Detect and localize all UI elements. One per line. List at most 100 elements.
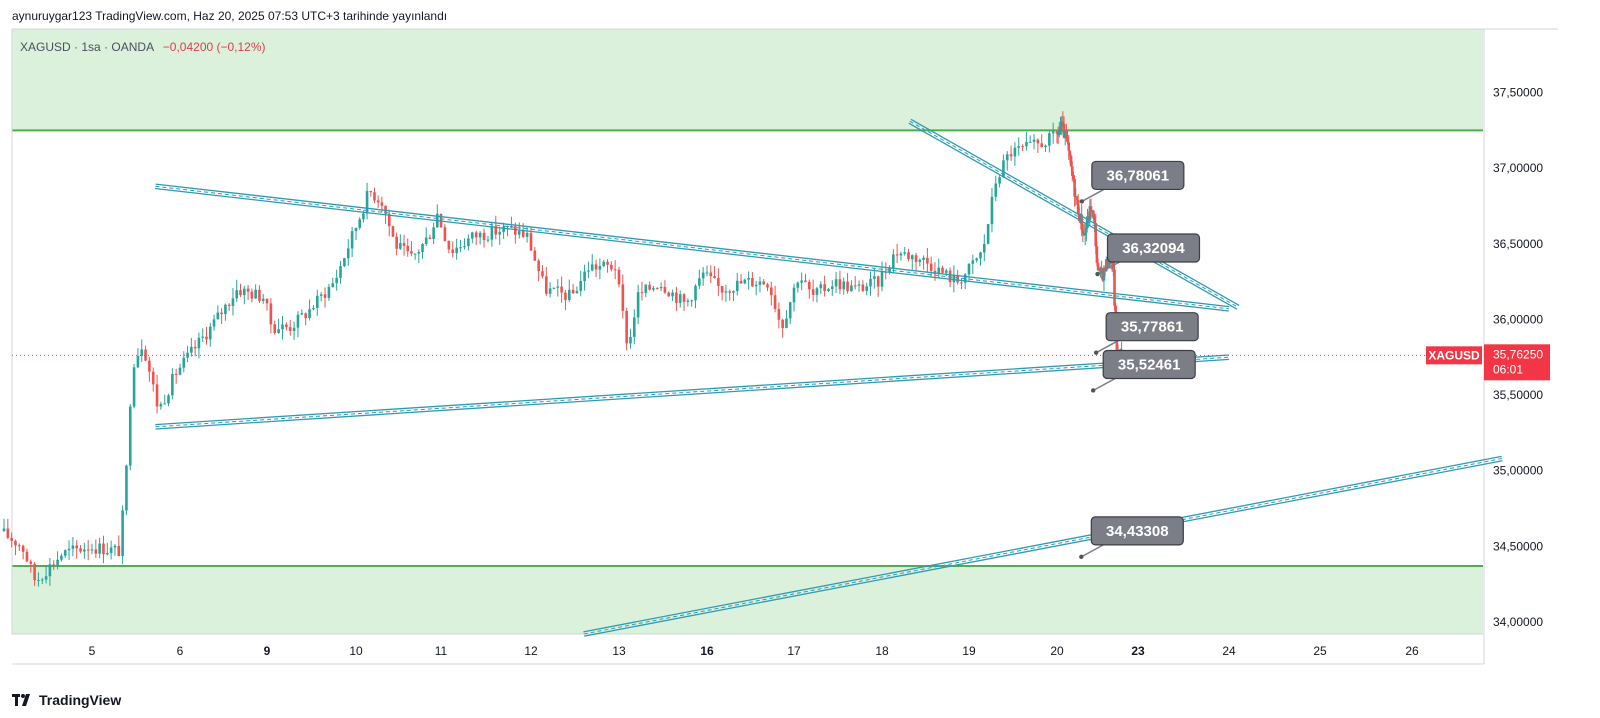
candle-body	[967, 263, 971, 275]
candle-body	[216, 312, 220, 320]
candle-body	[1107, 262, 1110, 268]
candle-body	[1068, 150, 1072, 156]
candle-body	[402, 243, 406, 246]
callout-pointer	[1081, 188, 1105, 203]
trendline-edge	[155, 358, 1230, 430]
candle-body	[300, 313, 304, 315]
trendline-edge	[155, 183, 1230, 308]
y-tick-label: 36,00000	[1493, 312, 1543, 326]
candle-body	[79, 548, 82, 552]
y-tick-label: 37,50000	[1493, 86, 1543, 100]
candle-body	[37, 579, 40, 581]
trendline-upper-channel[interactable]	[155, 183, 1230, 312]
candle-body	[1096, 263, 1100, 271]
resistance-zone[interactable]	[12, 29, 1483, 131]
candle-body	[640, 292, 644, 294]
candle-body	[451, 249, 455, 254]
x-tick-label: 5	[89, 644, 96, 658]
trendline-center	[155, 185, 1230, 310]
candle-body	[98, 543, 101, 554]
candle-body	[525, 232, 529, 237]
candle-body	[929, 263, 933, 271]
candle-body	[876, 276, 880, 287]
author-name[interactable]: aynuruygar123	[12, 9, 93, 23]
candle-body	[358, 219, 361, 228]
candle-body	[67, 548, 71, 551]
candle-body	[514, 226, 517, 235]
x-tick-label: 6	[177, 644, 184, 658]
candle-body	[728, 291, 731, 293]
callout-label: 36,32094	[1122, 240, 1185, 257]
candle-body	[1066, 137, 1069, 143]
candle-body	[1100, 267, 1103, 274]
candle-body	[823, 284, 826, 292]
candle-body	[312, 307, 315, 310]
candle-body	[304, 313, 307, 319]
candle-body	[567, 289, 571, 301]
candle-body	[373, 192, 376, 201]
candle-body	[178, 367, 182, 375]
candle-body	[537, 260, 540, 272]
candle-body	[1083, 232, 1087, 236]
candle-body	[387, 213, 391, 227]
candle-body	[83, 549, 86, 552]
candle-body	[463, 246, 466, 248]
candle-body	[1095, 246, 1099, 264]
candle-body	[1080, 214, 1083, 230]
candle-body	[975, 258, 978, 261]
callout-box[interactable]	[1102, 349, 1196, 380]
callout-box[interactable]	[1105, 312, 1199, 342]
candle-body	[815, 288, 819, 295]
candle-body	[29, 561, 33, 564]
symbol-legend[interactable]: XAGUSD · 1sa · OANDA −0,04200 (−0,12%)	[20, 40, 266, 54]
candle-body	[724, 291, 728, 293]
candle-body	[167, 395, 170, 404]
candle-body	[428, 237, 432, 240]
candle-body	[354, 227, 358, 232]
candle-body	[1070, 166, 1074, 176]
candle-body	[1097, 269, 1101, 271]
candle-body	[331, 283, 335, 287]
candle-body	[1072, 175, 1075, 179]
trendline-lower-rising[interactable]	[583, 455, 1503, 637]
candle-body	[151, 371, 155, 385]
candle-body	[140, 349, 144, 356]
candle-body	[811, 289, 815, 295]
symbol-name: XAGUSD	[20, 40, 71, 54]
candle-body	[892, 254, 895, 269]
candle-body	[655, 288, 659, 290]
candle-body	[694, 285, 697, 301]
candle-body	[339, 266, 342, 278]
symbol-badge-label: XAGUSD	[1428, 348, 1480, 362]
candle-body	[478, 232, 482, 238]
candle-body	[308, 309, 311, 319]
candle-body	[671, 292, 674, 297]
candle-body	[808, 281, 811, 290]
trendline-descending[interactable]	[908, 118, 1240, 310]
trendline-lower-support[interactable]	[155, 354, 1230, 430]
callout-box[interactable]	[1090, 516, 1184, 546]
footer-brand[interactable]: TradingView	[12, 692, 121, 708]
candle-body	[319, 294, 323, 296]
candle-body	[583, 271, 586, 282]
candle-body	[548, 288, 552, 294]
site-name[interactable]: TradingView.com	[95, 9, 187, 23]
trendline-center	[155, 356, 1230, 428]
candle-body	[380, 202, 384, 206]
y-tick-label: 34,00000	[1493, 615, 1543, 629]
candle-body	[447, 240, 451, 250]
candle-body	[850, 285, 853, 292]
x-tick-label: 20	[1050, 644, 1064, 658]
callout-label: 36,78061	[1107, 167, 1170, 184]
callout-pointer	[1095, 340, 1119, 354]
candle-body	[1002, 160, 1005, 178]
candle-body	[914, 255, 918, 262]
candle-body	[285, 324, 288, 328]
callout-box[interactable]	[1091, 160, 1185, 191]
callout-box[interactable]	[1106, 233, 1201, 263]
candle-body	[224, 304, 227, 315]
candle-body	[369, 190, 373, 193]
candle-body	[1032, 139, 1036, 142]
candle-body	[52, 564, 56, 566]
